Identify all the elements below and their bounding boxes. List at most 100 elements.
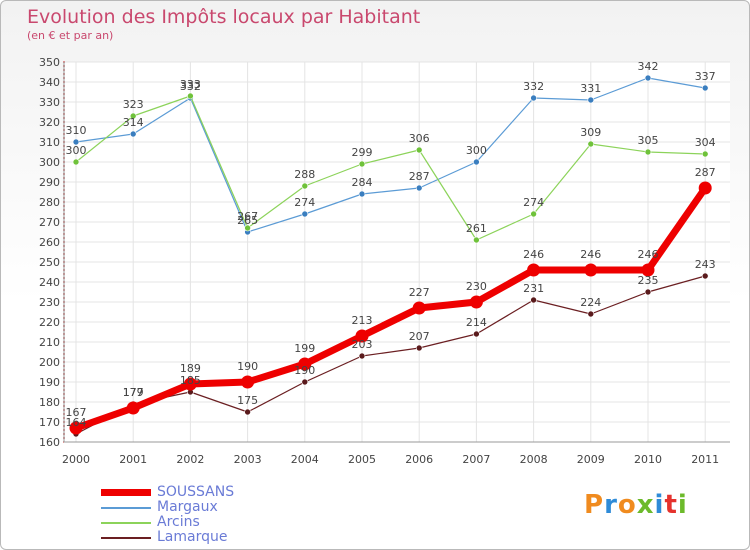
x-tick-label: 2006 [405, 453, 433, 466]
data-label-margaux: 332 [523, 80, 544, 93]
data-label-soussans: 227 [409, 286, 430, 299]
data-point-soussans [126, 401, 140, 415]
logo-letter: P [584, 490, 605, 520]
data-label-lamarque: 235 [638, 274, 659, 287]
y-tick-label: 180 [39, 396, 60, 409]
data-point-soussans [698, 181, 712, 195]
x-tick-label: 2001 [119, 453, 147, 466]
logo-letter: i [654, 490, 665, 520]
data-point-arcins [187, 92, 194, 100]
y-tick-label: 240 [39, 276, 60, 289]
data-label-soussans: 177 [123, 386, 144, 399]
data-label-margaux: 337 [695, 70, 716, 83]
data-label-soussans: 190 [237, 360, 258, 373]
data-label-arcins: 300 [66, 144, 87, 157]
data-label-lamarque: 203 [352, 338, 373, 351]
data-point-soussans [584, 263, 598, 277]
data-point-soussans [69, 421, 83, 435]
data-point-margaux [415, 184, 423, 192]
data-point-arcins [644, 148, 652, 156]
logo-letter: r [604, 490, 618, 520]
data-point-lamarque [530, 296, 537, 304]
data-label-soussans: 199 [294, 342, 315, 355]
x-tick-label: 2007 [462, 453, 490, 466]
data-point-arcins [129, 112, 137, 120]
x-tick-label: 2000 [62, 453, 90, 466]
data-point-arcins [415, 146, 423, 154]
data-label-arcins: 288 [294, 168, 315, 181]
data-label-arcins: 267 [237, 210, 258, 223]
data-point-arcins [587, 140, 595, 148]
legend-swatch [101, 522, 151, 524]
legend-label: Margaux [157, 499, 218, 515]
data-label-lamarque: 185 [180, 374, 201, 387]
data-point-lamarque [301, 378, 309, 386]
data-label-margaux: 274 [294, 196, 315, 209]
y-tick-label: 330 [39, 96, 60, 109]
data-label-margaux: 331 [580, 82, 601, 95]
data-label-lamarque: 164 [66, 416, 87, 429]
y-tick-label: 200 [39, 356, 60, 369]
data-point-soussans [412, 301, 426, 315]
data-point-arcins [473, 236, 480, 244]
data-label-arcins: 309 [580, 126, 601, 139]
legend-swatch [101, 507, 151, 509]
legend-label: Lamarque [157, 529, 228, 545]
data-label-margaux: 265 [237, 214, 258, 227]
data-label-margaux: 314 [123, 116, 144, 129]
data-point-margaux [301, 210, 309, 218]
y-tick-label: 310 [39, 136, 60, 149]
data-point-soussans [183, 377, 197, 391]
data-point-arcins [701, 150, 709, 158]
data-label-arcins: 305 [638, 134, 659, 147]
data-point-margaux [530, 94, 537, 102]
y-tick-label: 220 [39, 316, 60, 329]
data-point-margaux [358, 190, 366, 198]
data-label-lamarque: 214 [466, 316, 487, 329]
legend-label: SOUSSANS [157, 484, 235, 500]
data-label-margaux: 284 [352, 176, 373, 189]
y-tick-label: 350 [39, 56, 60, 69]
legend: SOUSSANS Margaux Arcins Lamarque [101, 484, 301, 545]
series-line-arcins [75, 95, 706, 241]
data-point-margaux [587, 96, 595, 104]
data-label-arcins: 306 [409, 132, 430, 145]
logo-letter: x [636, 490, 655, 520]
chart-subtitle: (en € et par an) [27, 29, 114, 42]
data-label-arcins: 261 [466, 222, 487, 235]
data-point-soussans [241, 375, 255, 389]
data-label-margaux: 332 [180, 80, 201, 93]
data-point-soussans [641, 263, 655, 277]
series-line-margaux [75, 77, 706, 233]
series-line-lamarque [75, 275, 706, 435]
y-tick-label: 300 [39, 156, 60, 169]
data-label-soussans: 213 [352, 314, 373, 327]
legend-item-lamarque: Lamarque [101, 529, 301, 545]
x-tick-label: 2002 [176, 453, 204, 466]
chart-title: Evolution des Impôts locaux par Habitant [27, 6, 421, 28]
data-label-arcins: 304 [695, 136, 716, 149]
data-label-arcins: 323 [123, 98, 144, 111]
legend-item-margaux: Margaux [101, 499, 301, 515]
data-label-lamarque: 179 [123, 386, 144, 399]
y-tick-label: 210 [39, 336, 60, 349]
data-point-soussans [527, 263, 541, 277]
data-point-lamarque [358, 352, 366, 360]
data-label-margaux: 310 [66, 124, 87, 137]
logo-letter: i [677, 490, 688, 520]
data-point-margaux [644, 74, 652, 82]
y-tick-label: 190 [39, 376, 60, 389]
data-label-lamarque: 224 [580, 296, 601, 309]
legend-item-arcins: Arcins [101, 514, 301, 530]
data-point-lamarque [244, 408, 251, 416]
data-label-arcins: 333 [180, 78, 201, 91]
data-point-margaux [129, 130, 137, 138]
data-point-margaux [72, 138, 80, 146]
data-label-lamarque: 231 [523, 282, 544, 295]
data-point-arcins [244, 224, 251, 232]
x-tick-label: 2010 [634, 453, 662, 466]
x-tick-label: 2009 [577, 453, 605, 466]
data-label-lamarque: 243 [695, 258, 716, 271]
